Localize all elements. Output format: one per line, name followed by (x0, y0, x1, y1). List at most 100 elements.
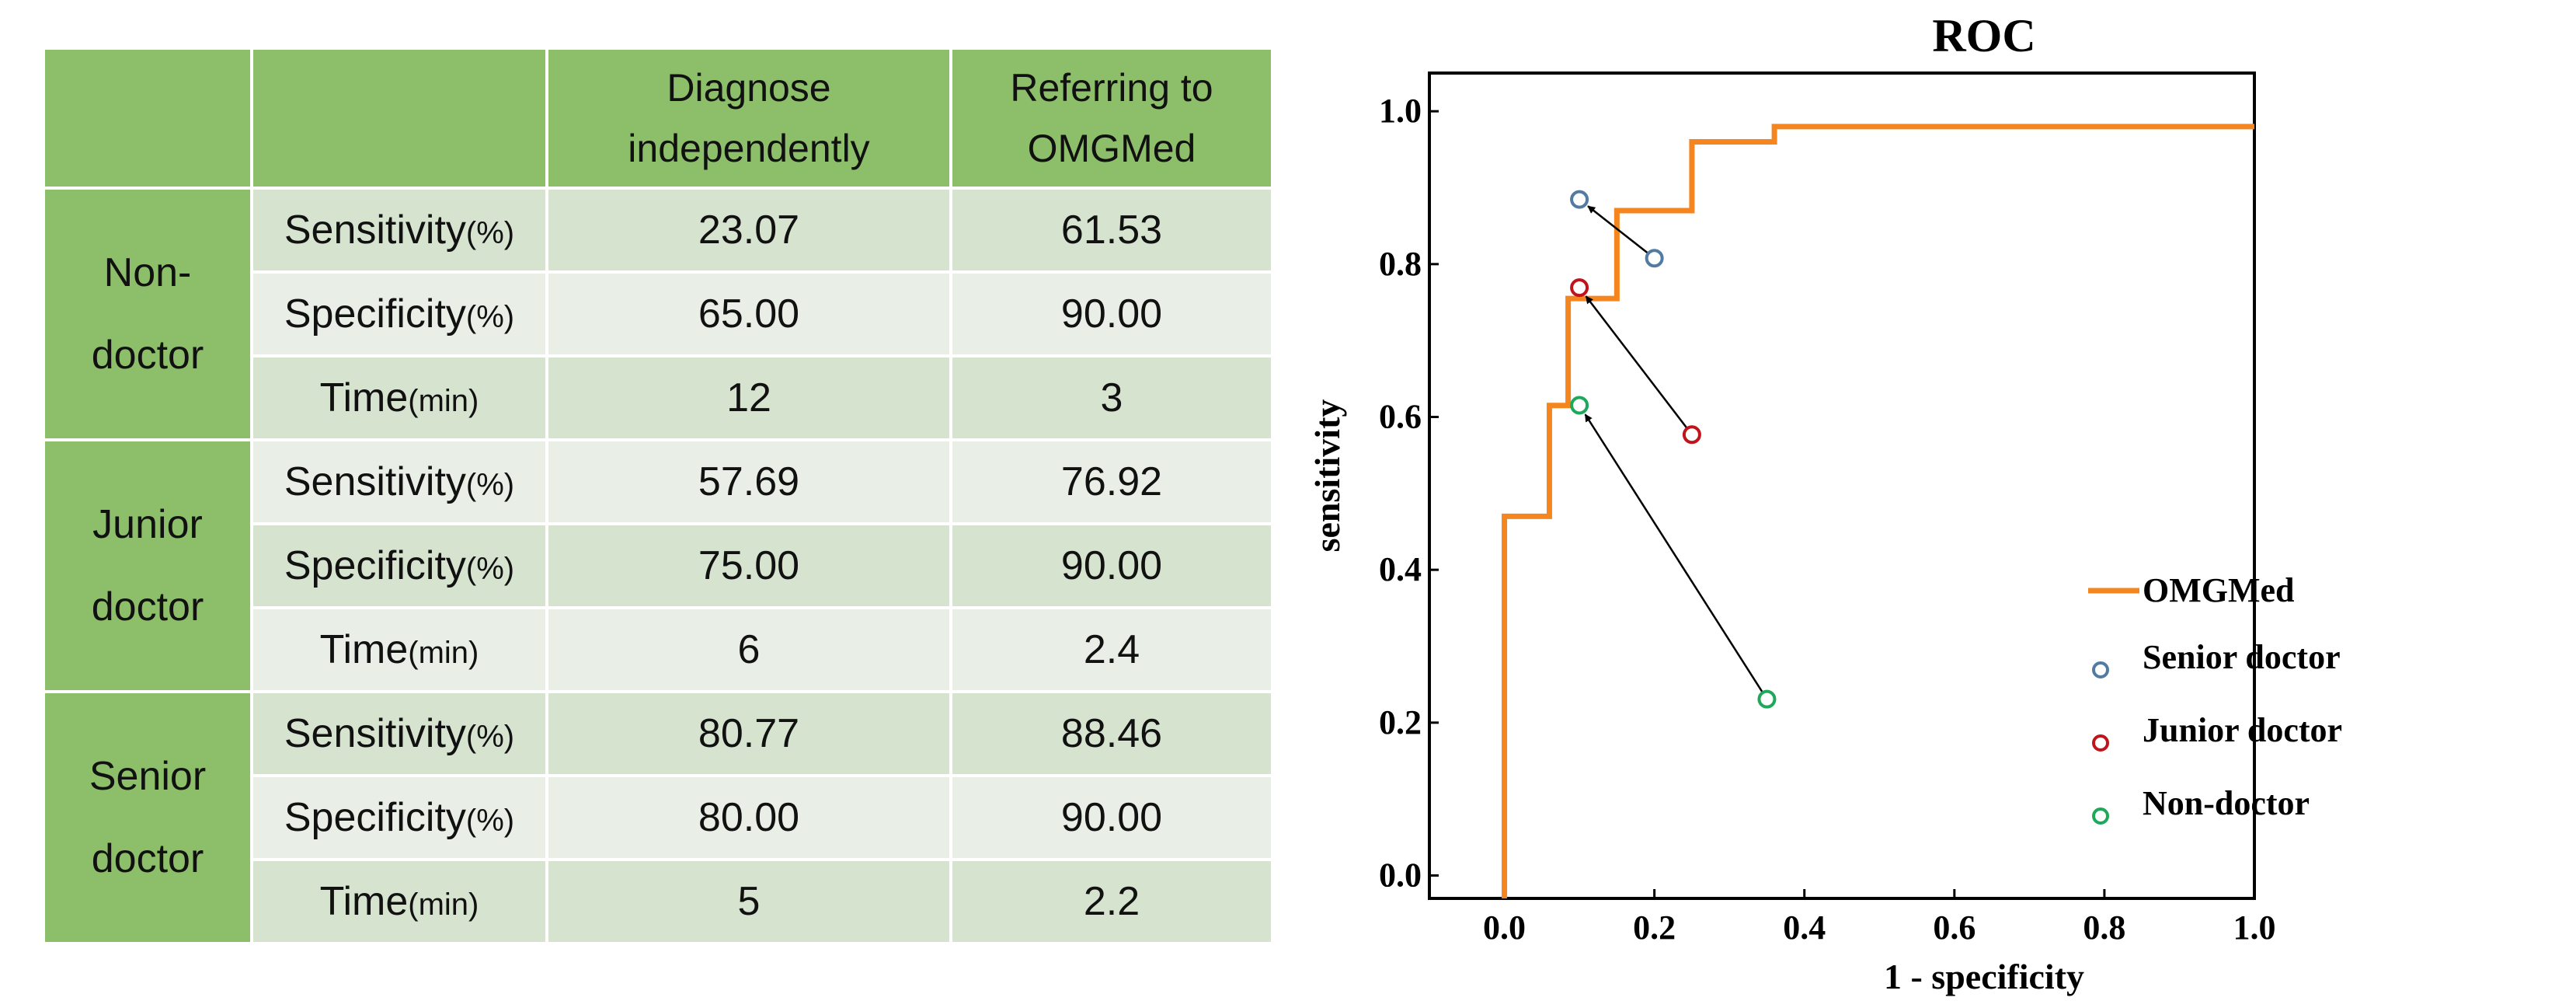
y-tick-label: 0.0 (1379, 856, 1422, 895)
independent-value-cell: 23.07 (545, 187, 952, 274)
omgmed-value-cell: 90.00 (949, 522, 1274, 609)
table-row: Time(min) 5 2.2 (44, 858, 1274, 945)
improvement-arrow (1587, 205, 1658, 261)
omgmed-value-cell: 2.2 (949, 858, 1274, 945)
independent-value-cell: 6 (545, 606, 952, 693)
omgmed-value-cell: 2.4 (949, 606, 1274, 693)
point-independent (1757, 689, 1777, 709)
header-independent-label: Diagnose independently (628, 66, 870, 170)
metric-name: Time (319, 879, 409, 924)
independent-value-cell: 5 (545, 858, 952, 945)
legend: OMGMed Senior doctor Junior doctor Non-doct… (2088, 571, 2342, 825)
metric-name: Time (319, 627, 409, 672)
table-row: Time(min) 12 3 (44, 354, 1274, 441)
metric-cell: Sensitivity(%) (250, 690, 548, 777)
table-body: Non-doctor Sensitivity(%) 23.07 61.53 Specif… (42, 187, 1274, 945)
metric-cell: Time(min) (250, 606, 548, 693)
y-axis-label: sensitivity (1307, 399, 1347, 553)
metric-cell: Time(min) (250, 858, 548, 945)
point-with-omgmed (1570, 396, 1589, 415)
metric-cell: Specificity(%) (250, 270, 548, 358)
metric-cell: Sensitivity(%) (250, 187, 548, 274)
point-with-omgmed (1570, 278, 1589, 298)
independent-value-cell: 75.00 (545, 522, 952, 609)
independent-value-cell: 65.00 (545, 270, 952, 358)
y-tick-label: 0.2 (1379, 703, 1422, 741)
table-row: Non-doctor Sensitivity(%) 23.07 61.53 (42, 187, 1274, 441)
metric-unit: (min) (408, 384, 479, 418)
independent-value-cell: 80.77 (545, 690, 952, 777)
header-independent: Diagnose independently (545, 47, 952, 190)
x-tick-label: 0.0 (1483, 909, 1526, 947)
plot-layer (1502, 124, 2254, 898)
header-omgmed-label: Referring to OMGMed (1010, 66, 1213, 170)
omgmed-value-cell: 76.92 (949, 438, 1274, 525)
x-tick-label: 0.8 (2083, 909, 2125, 947)
metric-name: Sensitivity (284, 711, 466, 756)
group-label: Non-doctor (42, 187, 253, 441)
metric-unit: (%) (465, 720, 515, 754)
independent-value-cell: 57.69 (545, 438, 952, 525)
roc-chart: ROC 0.0 0.2 0.4 0.6 0.8 1.0 0.0 0.2 0.4 0.6 0.8 1.… (1307, 10, 2342, 996)
metric-unit: (min) (408, 888, 479, 922)
legend-swatch (2092, 661, 2109, 678)
metric-cell: Specificity(%) (250, 522, 548, 609)
table-header-row: Diagnose independently Referring to OMGMed (42, 47, 1274, 190)
metric-name: Specificity (284, 291, 466, 337)
omgmed-value-cell: 90.00 (949, 774, 1274, 861)
point-with-omgmed (1570, 190, 1589, 209)
metric-name: Specificity (284, 795, 466, 840)
x-tick-label: 1.0 (2233, 909, 2276, 947)
omgmed-value-cell: 61.53 (949, 187, 1274, 274)
metric-name: Specificity (284, 543, 466, 588)
table-row: Junior doctor Sensitivity(%) 57.69 76.92 (42, 438, 1274, 693)
metric-cell: Sensitivity(%) (250, 438, 548, 525)
metric-unit: (%) (465, 468, 515, 502)
independent-value-cell: 12 (545, 354, 952, 441)
metric-name: Sensitivity (284, 208, 466, 253)
results-table: Diagnose independently Referring to OMGMed… (42, 47, 1274, 945)
legend-label: Junior doctor (2143, 711, 2342, 749)
metric-name: Time (319, 375, 409, 420)
metric-unit: (%) (465, 552, 515, 586)
header-blank-2 (250, 47, 548, 190)
legend-label: OMGMed (2143, 571, 2295, 609)
x-tick-label: 0.6 (1933, 909, 1976, 947)
independent-value-cell: 80.00 (545, 774, 952, 861)
group-label: Junior doctor (42, 438, 253, 693)
x-axis-label: 1 - specificity (1884, 957, 2084, 996)
legend-label: Non-doctor (2143, 784, 2310, 822)
y-tick-label: 0.6 (1379, 398, 1422, 436)
metric-unit: (%) (465, 300, 515, 334)
group-label: Senior doctor (42, 690, 253, 945)
point-independent (1682, 425, 1701, 445)
omgmed-value-cell: 88.46 (949, 690, 1274, 777)
legend-label: Senior doctor (2143, 638, 2341, 676)
metric-name: Sensitivity (284, 459, 466, 504)
x-tick-label: 0.4 (1783, 909, 1826, 947)
metric-unit: (%) (465, 804, 515, 838)
metric-unit: (%) (465, 216, 515, 250)
y-axis-ticks: 0.0 0.2 0.4 0.6 0.8 1.0 (1379, 92, 1439, 895)
table-row: Specificity(%) 65.00 90.00 (44, 270, 1274, 358)
legend-swatch (2092, 807, 2109, 825)
metric-cell: Specificity(%) (250, 774, 548, 861)
chart-title: ROC (1932, 10, 2035, 61)
table-row: Specificity(%) 80.00 90.00 (44, 774, 1274, 861)
plot-frame (1428, 72, 2256, 900)
roc-curve-omgmed (1502, 124, 2254, 898)
metric-unit: (min) (408, 636, 479, 670)
header-blank-1 (42, 47, 253, 190)
legend-swatch (2092, 734, 2109, 752)
x-tick-label: 0.2 (1633, 909, 1676, 947)
improvement-arrow (1584, 413, 1770, 703)
table-row: Time(min) 6 2.4 (44, 606, 1274, 693)
metric-cell: Time(min) (250, 354, 548, 441)
point-independent (1645, 249, 1664, 268)
header-omgmed: Referring to OMGMed (949, 47, 1274, 190)
omgmed-value-cell: 3 (949, 354, 1274, 441)
y-tick-label: 1.0 (1379, 92, 1422, 130)
improvement-arrow (1585, 295, 1695, 438)
table-row: Specificity(%) 75.00 90.00 (44, 522, 1274, 609)
omgmed-value-cell: 90.00 (949, 270, 1274, 358)
